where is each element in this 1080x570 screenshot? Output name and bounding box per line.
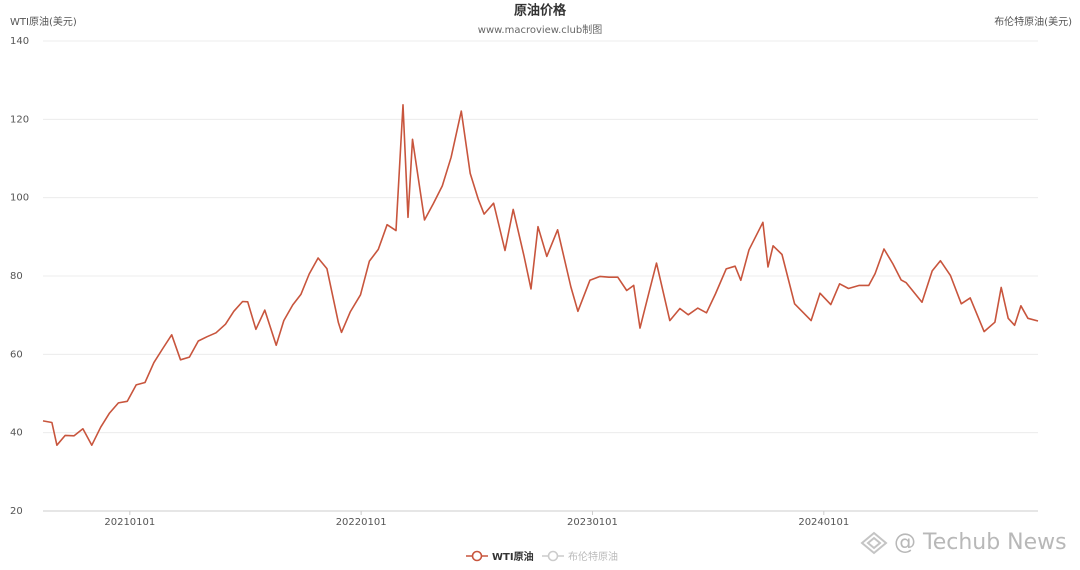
watermark-text: @ Techub News [894, 530, 1067, 555]
data-line [42, 104, 1039, 446]
y-axis-label: WTI原油(美元) [10, 15, 77, 28]
chart-subtitle: www.macroview.club制图 [478, 23, 602, 36]
x-tick-label: 20240101 [798, 517, 849, 528]
legend-item[interactable]: 布伦特原油 [542, 550, 618, 563]
x-tick-label: 20220101 [336, 517, 387, 528]
watermark: @ Techub News [860, 530, 1067, 555]
y-tick-label: 100 [10, 193, 29, 204]
y2-axis-label: 布伦特原油(美元) [994, 15, 1072, 28]
legend-marker [547, 550, 559, 562]
y-tick-label: 60 [10, 349, 23, 360]
y-tick-label: 80 [10, 271, 23, 282]
y-tick-label: 40 [10, 428, 23, 439]
legend-marker [471, 550, 483, 562]
legend-label: WTI原油 [492, 550, 534, 563]
x-tick-label: 20230101 [567, 517, 618, 528]
y-tick-label: 20 [10, 506, 23, 517]
x-tick-label: 20210101 [104, 517, 155, 528]
y-tick-label: 120 [10, 114, 29, 125]
legend-label: 布伦特原油 [568, 550, 618, 563]
watermark-logo [860, 531, 888, 555]
legend-item[interactable]: WTI原油 [466, 550, 534, 563]
chart-title: 原油价格 [514, 3, 567, 19]
y-tick-label: 140 [10, 36, 29, 47]
